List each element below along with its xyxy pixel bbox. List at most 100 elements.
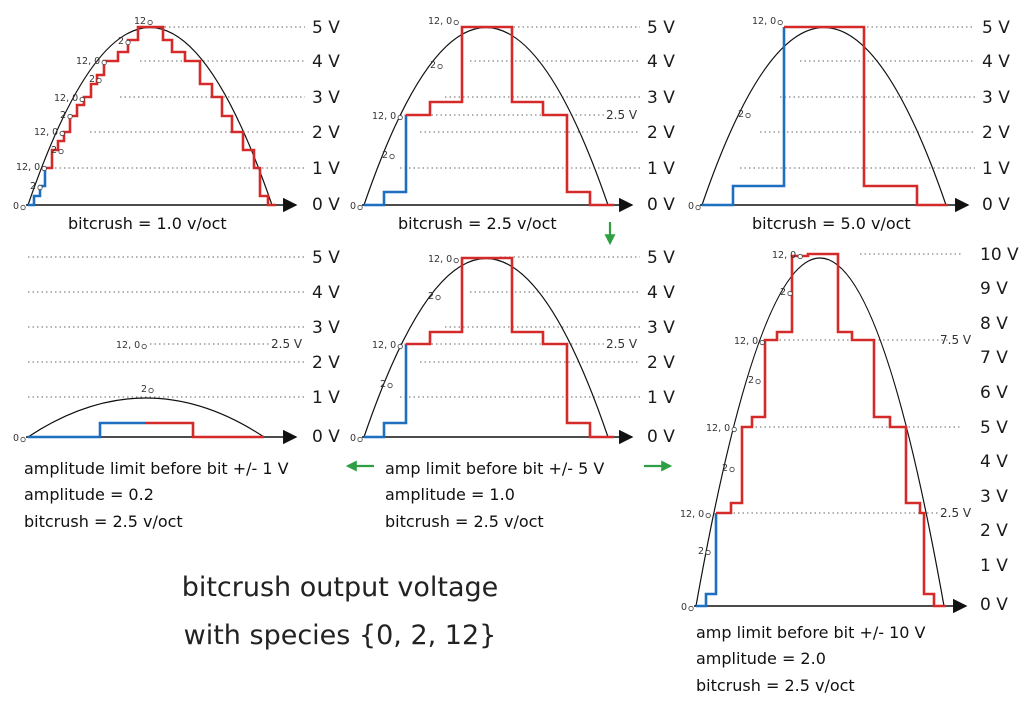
volt-label: 5 V: [312, 248, 340, 268]
volt-label: 1 V: [312, 388, 340, 408]
gridlines: [400, 256, 640, 398]
volt-label: 10 V: [980, 245, 1019, 265]
volt-label: 2 V: [982, 123, 1010, 143]
volt-label: 4 V: [982, 52, 1010, 72]
note-label: 12, 0: [372, 340, 396, 351]
note-marker: [20, 204, 26, 211]
volt-label: 1 V: [980, 556, 1008, 576]
note-label: 2: [738, 109, 744, 120]
note-marker: [777, 19, 783, 26]
gridlines: [55, 26, 305, 169]
volt-label: 3 V: [982, 88, 1010, 108]
volt-label: 4 V: [647, 52, 675, 72]
rising-steps: [702, 27, 786, 207]
volt-label: 2 V: [647, 123, 675, 143]
note-label: 0: [681, 602, 687, 613]
volt-label: 9 V: [980, 279, 1008, 299]
falling-steps: [406, 25, 614, 207]
gridlines: [400, 26, 640, 169]
threshold-label: 7.5 V: [940, 333, 972, 347]
sine-wave: [27, 397, 265, 438]
note-label: 12, 0: [706, 423, 730, 434]
note-marker: [389, 153, 395, 160]
volt-label: 5 V: [647, 248, 675, 268]
note-label: 0: [350, 201, 356, 212]
note-label: 2: [30, 181, 36, 192]
threshold-label: 2.5 V: [940, 506, 972, 520]
volt-label: 2 V: [312, 353, 340, 373]
threshold-label: 2.5 V: [606, 337, 638, 351]
panel-4: 5 V 4 V 3 V 2 V 1 V 0 V 2.5 V 12, 0 2 0 …: [13, 248, 340, 531]
note-marker: [148, 387, 154, 394]
note-label: 2: [430, 60, 436, 71]
note-label: 12: [134, 16, 146, 27]
volt-label: 4 V: [980, 452, 1008, 472]
figure-title-line-1: bitcrush output voltage: [182, 572, 499, 603]
note-marker: [745, 112, 751, 119]
panel-caption: amplitude limit before bit +/- 1 V: [24, 459, 289, 478]
note-label: 12, 0: [772, 250, 796, 261]
volt-label: 0 V: [312, 427, 340, 447]
note-marker: [397, 343, 403, 350]
panel-3: 5 V 4 V 3 V 2 V 1 V 0 V 12, 0 2 0 bitcru…: [688, 16, 1010, 233]
falling-steps: [146, 421, 264, 439]
volt-label: 4 V: [647, 283, 675, 303]
note-marker: [387, 382, 393, 389]
note-label: 2: [60, 110, 66, 121]
volt-label: 1 V: [312, 159, 340, 179]
note-label: 2: [698, 546, 704, 557]
volt-label: 3 V: [312, 318, 340, 338]
volt-label: 0 V: [312, 195, 340, 215]
panel-caption: bitcrush = 2.5 v/oct: [696, 676, 855, 695]
volt-label: 0 V: [982, 195, 1010, 215]
note-marker: [695, 204, 701, 211]
note-marker: [101, 59, 107, 66]
note-marker: [453, 19, 459, 26]
note-label: 0: [13, 433, 19, 444]
note-marker: [67, 113, 73, 120]
note-label: 2: [780, 287, 786, 298]
gridlines: [740, 26, 975, 169]
panel-caption: bitcrush = 2.5 v/oct: [385, 512, 544, 531]
note-marker: [41, 165, 47, 172]
gridlines: [28, 256, 305, 398]
volt-label: 0 V: [980, 595, 1008, 615]
note-label: 12, 0: [372, 111, 396, 122]
rising-steps: [28, 168, 47, 207]
rising-steps: [28, 421, 146, 439]
rising-steps: [364, 344, 408, 439]
note-marker: [437, 63, 443, 70]
note-label: 2: [89, 74, 95, 85]
note-label: 0: [13, 201, 19, 212]
volt-label: 3 V: [647, 318, 675, 338]
note-label: 2: [428, 291, 434, 302]
volt-label: 3 V: [647, 88, 675, 108]
volt-label: 1 V: [647, 388, 675, 408]
note-label: 12, 0: [34, 127, 58, 138]
threshold-label: 2.5 V: [606, 108, 638, 122]
panel-caption: amplitude = 2.0: [696, 649, 826, 668]
panel-caption: bitcrush = 2.5 v/oct: [398, 214, 557, 233]
note-label: 2: [382, 150, 388, 161]
note-marker: [787, 290, 793, 297]
volt-label: 0 V: [647, 195, 675, 215]
sine-wave: [695, 257, 945, 607]
volt-label: 2 V: [647, 353, 675, 373]
note-marker: [141, 343, 147, 350]
note-label: 12, 0: [16, 162, 40, 173]
note-label: 2: [748, 375, 754, 386]
note-marker: [705, 512, 711, 519]
note-marker: [125, 39, 131, 46]
rising-steps: [364, 115, 408, 207]
volt-label: 3 V: [980, 487, 1008, 507]
note-marker: [147, 19, 153, 26]
panel-caption: amplitude = 0.2: [24, 485, 154, 504]
panel-caption: bitcrush = 5.0 v/oct: [752, 214, 911, 233]
note-marker: [688, 605, 694, 612]
volt-label: 3 V: [312, 88, 340, 108]
note-marker: [357, 436, 363, 443]
note-marker: [96, 77, 102, 84]
note-label: 12, 0: [76, 56, 100, 67]
gridlines: [720, 253, 962, 514]
